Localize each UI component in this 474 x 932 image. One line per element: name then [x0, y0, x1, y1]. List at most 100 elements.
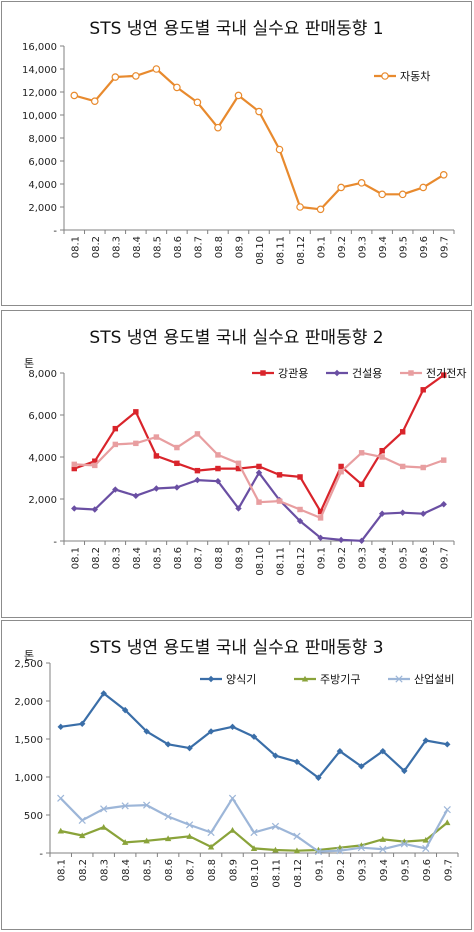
unit-label-2: 톤 [24, 357, 35, 370]
data-point [57, 794, 65, 802]
x-tick-label: 08.4 [132, 547, 143, 569]
y-tick-label: 12,000 [22, 88, 57, 99]
legend-marker [408, 370, 414, 376]
data-point [444, 819, 451, 826]
x-tick-label: 08.9 [229, 859, 240, 881]
data-point [443, 806, 451, 814]
data-point [57, 723, 64, 731]
x-tick-label: 09.1 [317, 547, 328, 569]
legend-label: 주방기구 [320, 673, 360, 686]
data-point [399, 509, 406, 516]
data-point [398, 190, 407, 199]
data-point [214, 477, 222, 485]
legend-label: 전기전자 [426, 367, 466, 380]
data-point [91, 506, 98, 513]
x-tick-label: 08.6 [173, 547, 184, 569]
x-tick-label: 08.3 [111, 236, 122, 258]
data-point [228, 794, 237, 802]
x-tick-label: 08.6 [173, 236, 184, 258]
x-tick-label: 08.11 [271, 859, 282, 888]
data-point [194, 467, 201, 474]
data-point [235, 465, 242, 472]
chart-1-plot: - 2,000 4,000 6,000 8,000 10,000 12,000 14,000 1… [22, 42, 455, 265]
data-point [271, 822, 280, 831]
x-tick-label: 08.7 [193, 547, 204, 569]
x-tick-label: 08.3 [111, 547, 122, 569]
x-tick-label: 09.5 [399, 236, 410, 258]
data-point [153, 485, 160, 492]
data-point [71, 465, 77, 472]
x-tick-label: 09.6 [419, 547, 430, 569]
x-tick-label: 08.5 [152, 236, 163, 258]
chart-2-plot: - 2,000 4,000 6,000 8,000 08.1 08.2 08.3 08.4 08.… [28, 367, 466, 576]
x-tick-label: 09.2 [337, 547, 348, 569]
data-point [173, 484, 181, 491]
x-tick-label: 09.2 [336, 859, 347, 881]
data-point [193, 98, 202, 107]
x-tick-label: 09.5 [400, 859, 411, 881]
data-point [234, 91, 243, 100]
x-tick-label: 09.6 [422, 859, 433, 881]
data-point [358, 481, 365, 488]
data-point [214, 123, 222, 132]
data-point [71, 461, 77, 468]
legend-label: 양식기 [226, 673, 256, 686]
data-point [194, 476, 201, 484]
data-point [100, 805, 108, 813]
series-line-1 [74, 67, 445, 211]
data-point [420, 387, 426, 393]
chart-panel-2: STS 냉연 용도별 국내 실수요 판매동향 2 톤 - 2,000 4,000 6,… [1, 310, 472, 618]
data-point [297, 474, 303, 480]
data-point [357, 844, 365, 852]
data-point [379, 454, 385, 460]
data-point [70, 91, 79, 100]
data-point [315, 774, 322, 781]
x-tick-label: 08.7 [186, 859, 197, 881]
data-point [143, 837, 150, 844]
chart-panel-3: STS 냉연 용도별 국내 실수요 판매동향 3 톤 - 500 1,000 1,50… [1, 620, 472, 930]
data-point [272, 846, 279, 853]
data-point [357, 179, 366, 187]
data-point [439, 171, 448, 179]
legend-marker [381, 72, 389, 80]
y-tick-label: 6,000 [28, 411, 57, 422]
y-tick-label: 2,500 [14, 659, 43, 670]
y-tick-label: 4,000 [28, 180, 57, 191]
data-point [255, 107, 263, 116]
y-tick-label: 2,000 [14, 697, 43, 708]
data-point [378, 190, 386, 199]
data-point [420, 464, 426, 471]
legend-label: 강관용 [278, 367, 308, 380]
data-point [186, 833, 193, 839]
data-point [338, 463, 344, 470]
chart-title-1: STS 냉연 용도별 국내 실수요 판매동향 1 [89, 19, 384, 39]
data-point [194, 431, 201, 437]
y-tick-label: 1,500 [14, 735, 43, 746]
data-point [164, 812, 172, 821]
data-point [422, 836, 429, 843]
data-point [379, 836, 387, 842]
data-point [78, 816, 86, 824]
data-point [152, 65, 161, 73]
x-tick-label: 08.7 [193, 236, 204, 258]
data-point [276, 472, 283, 478]
y-tick-label: 2,000 [28, 203, 57, 214]
legend-label: 산업설비 [414, 673, 454, 686]
data-point [164, 835, 172, 842]
x-tick-label: 08.5 [143, 859, 154, 881]
y-tick-label: 1,000 [14, 773, 43, 784]
legend-marker [333, 369, 341, 377]
data-point [90, 97, 99, 106]
y-tick-label: - [53, 226, 57, 237]
data-point [143, 801, 151, 809]
data-point [314, 847, 323, 856]
data-point [235, 460, 242, 467]
data-point [440, 501, 447, 508]
data-point [275, 145, 284, 154]
y-tick-label: 6,000 [28, 157, 57, 168]
data-point [215, 452, 221, 458]
data-point [379, 447, 385, 454]
data-point [235, 505, 242, 512]
data-point [250, 845, 258, 851]
x-tick-label: 08.1 [57, 859, 68, 881]
